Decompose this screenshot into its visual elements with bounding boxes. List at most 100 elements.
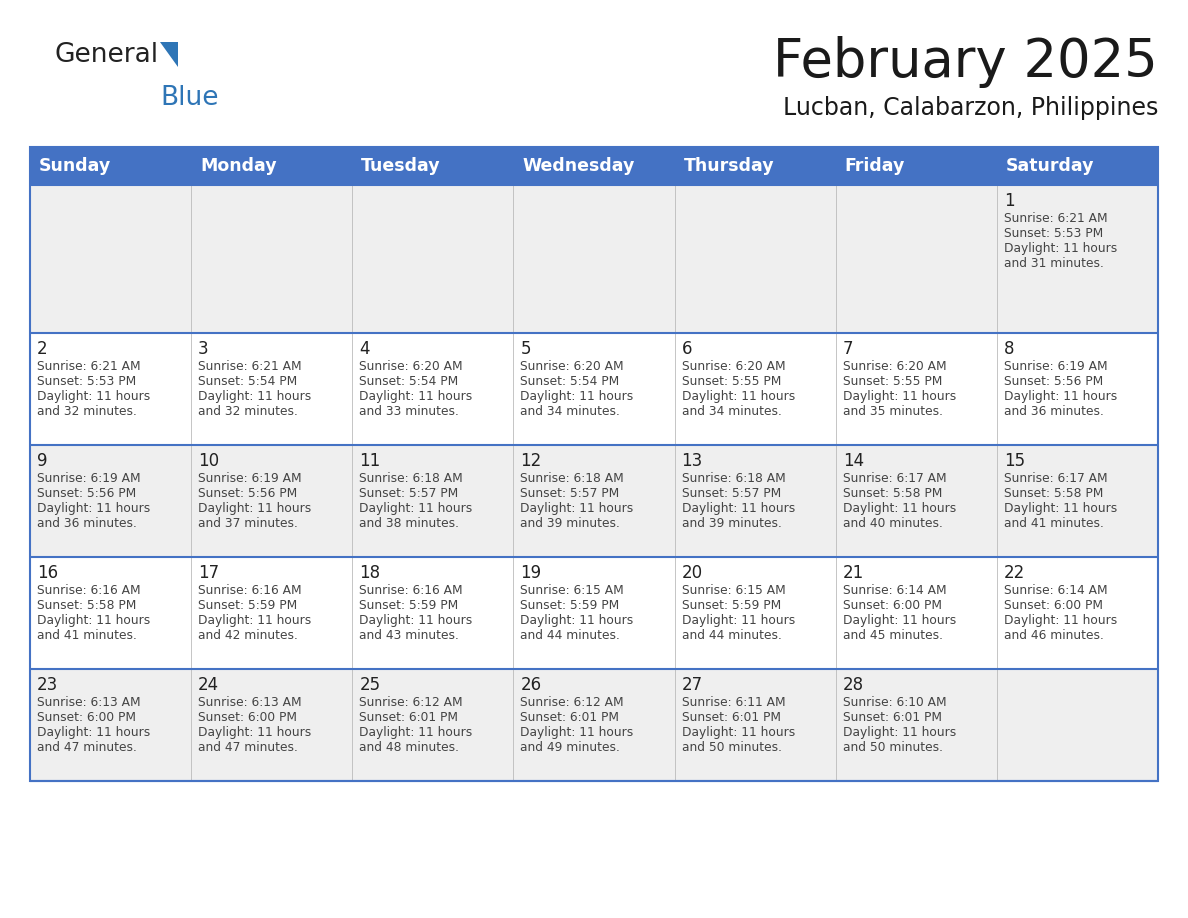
Text: 4: 4 [359, 340, 369, 358]
Text: 9: 9 [37, 452, 48, 470]
Text: Sunrise: 6:12 AM: Sunrise: 6:12 AM [359, 696, 463, 709]
Text: and 44 minutes.: and 44 minutes. [682, 629, 782, 642]
Text: Daylight: 11 hours: Daylight: 11 hours [359, 502, 473, 515]
Text: Daylight: 11 hours: Daylight: 11 hours [682, 726, 795, 739]
Text: Sunset: 6:01 PM: Sunset: 6:01 PM [359, 711, 459, 724]
Text: 28: 28 [842, 676, 864, 694]
Text: Friday: Friday [845, 157, 905, 175]
Text: Daylight: 11 hours: Daylight: 11 hours [520, 502, 633, 515]
Text: Sunrise: 6:19 AM: Sunrise: 6:19 AM [1004, 360, 1107, 373]
Text: Sunset: 5:58 PM: Sunset: 5:58 PM [37, 599, 137, 612]
Text: Sunrise: 6:15 AM: Sunrise: 6:15 AM [682, 584, 785, 597]
Text: 23: 23 [37, 676, 58, 694]
Text: 26: 26 [520, 676, 542, 694]
Text: Sunset: 5:54 PM: Sunset: 5:54 PM [198, 375, 297, 388]
Text: 10: 10 [198, 452, 220, 470]
Text: Sunset: 5:59 PM: Sunset: 5:59 PM [198, 599, 297, 612]
Text: and 39 minutes.: and 39 minutes. [520, 517, 620, 530]
Text: Daylight: 11 hours: Daylight: 11 hours [37, 614, 150, 627]
Text: Sunset: 5:56 PM: Sunset: 5:56 PM [37, 487, 137, 500]
Text: and 31 minutes.: and 31 minutes. [1004, 257, 1104, 270]
Text: Thursday: Thursday [683, 157, 775, 175]
Text: and 45 minutes.: and 45 minutes. [842, 629, 943, 642]
Text: Sunset: 6:00 PM: Sunset: 6:00 PM [842, 599, 942, 612]
Text: Sunset: 6:00 PM: Sunset: 6:00 PM [198, 711, 297, 724]
Text: Sunset: 5:55 PM: Sunset: 5:55 PM [842, 375, 942, 388]
Text: Sunrise: 6:10 AM: Sunrise: 6:10 AM [842, 696, 947, 709]
Text: Sunrise: 6:19 AM: Sunrise: 6:19 AM [37, 472, 140, 485]
Text: Sunset: 6:01 PM: Sunset: 6:01 PM [842, 711, 942, 724]
Text: Sunset: 5:57 PM: Sunset: 5:57 PM [359, 487, 459, 500]
Text: Sunset: 5:57 PM: Sunset: 5:57 PM [682, 487, 781, 500]
Text: and 34 minutes.: and 34 minutes. [520, 405, 620, 418]
Text: Sunrise: 6:11 AM: Sunrise: 6:11 AM [682, 696, 785, 709]
Text: 24: 24 [198, 676, 220, 694]
Text: 1: 1 [1004, 192, 1015, 210]
Text: Sunset: 5:54 PM: Sunset: 5:54 PM [520, 375, 620, 388]
Text: Sunrise: 6:20 AM: Sunrise: 6:20 AM [359, 360, 463, 373]
Text: and 32 minutes.: and 32 minutes. [198, 405, 298, 418]
Text: Sunrise: 6:13 AM: Sunrise: 6:13 AM [37, 696, 140, 709]
Text: 22: 22 [1004, 564, 1025, 582]
Text: 14: 14 [842, 452, 864, 470]
Text: Saturday: Saturday [1006, 157, 1094, 175]
Text: 6: 6 [682, 340, 693, 358]
Text: 25: 25 [359, 676, 380, 694]
Text: Sunset: 5:58 PM: Sunset: 5:58 PM [842, 487, 942, 500]
Text: Daylight: 11 hours: Daylight: 11 hours [1004, 614, 1117, 627]
Text: Daylight: 11 hours: Daylight: 11 hours [198, 614, 311, 627]
Text: Sunset: 6:01 PM: Sunset: 6:01 PM [682, 711, 781, 724]
Text: and 44 minutes.: and 44 minutes. [520, 629, 620, 642]
Bar [30, 147, 1158, 781]
Text: Daylight: 11 hours: Daylight: 11 hours [198, 726, 311, 739]
Text: Sunset: 5:59 PM: Sunset: 5:59 PM [682, 599, 781, 612]
Text: Sunset: 6:00 PM: Sunset: 6:00 PM [37, 711, 135, 724]
Text: Sunrise: 6:17 AM: Sunrise: 6:17 AM [842, 472, 947, 485]
Text: Sunset: 5:54 PM: Sunset: 5:54 PM [359, 375, 459, 388]
Text: and 42 minutes.: and 42 minutes. [198, 629, 298, 642]
Text: Sunrise: 6:13 AM: Sunrise: 6:13 AM [198, 696, 302, 709]
Text: Daylight: 11 hours: Daylight: 11 hours [682, 390, 795, 403]
Text: and 34 minutes.: and 34 minutes. [682, 405, 782, 418]
Text: Daylight: 11 hours: Daylight: 11 hours [842, 614, 956, 627]
Text: Daylight: 11 hours: Daylight: 11 hours [359, 726, 473, 739]
Text: Sunday: Sunday [39, 157, 112, 175]
Text: Daylight: 11 hours: Daylight: 11 hours [520, 614, 633, 627]
Text: Daylight: 11 hours: Daylight: 11 hours [37, 390, 150, 403]
Text: Sunset: 5:56 PM: Sunset: 5:56 PM [1004, 375, 1104, 388]
Text: and 47 minutes.: and 47 minutes. [37, 741, 137, 754]
Text: Tuesday: Tuesday [361, 157, 441, 175]
Text: Daylight: 11 hours: Daylight: 11 hours [842, 502, 956, 515]
Text: 27: 27 [682, 676, 702, 694]
Text: Sunset: 5:56 PM: Sunset: 5:56 PM [198, 487, 297, 500]
Text: 3: 3 [198, 340, 209, 358]
Text: and 40 minutes.: and 40 minutes. [842, 517, 942, 530]
Bar [30, 147, 1158, 185]
Text: and 33 minutes.: and 33 minutes. [359, 405, 459, 418]
Text: and 35 minutes.: and 35 minutes. [842, 405, 943, 418]
Text: Sunrise: 6:21 AM: Sunrise: 6:21 AM [37, 360, 140, 373]
Text: Sunrise: 6:14 AM: Sunrise: 6:14 AM [842, 584, 947, 597]
Text: Daylight: 11 hours: Daylight: 11 hours [37, 502, 150, 515]
Text: Sunrise: 6:18 AM: Sunrise: 6:18 AM [520, 472, 624, 485]
Text: Sunrise: 6:17 AM: Sunrise: 6:17 AM [1004, 472, 1107, 485]
Text: Monday: Monday [200, 157, 277, 175]
Text: Blue: Blue [160, 85, 219, 111]
Text: 11: 11 [359, 452, 380, 470]
Text: General: General [55, 42, 159, 68]
Text: Daylight: 11 hours: Daylight: 11 hours [1004, 242, 1117, 255]
Text: Sunrise: 6:20 AM: Sunrise: 6:20 AM [520, 360, 624, 373]
Text: and 32 minutes.: and 32 minutes. [37, 405, 137, 418]
Text: and 36 minutes.: and 36 minutes. [37, 517, 137, 530]
Text: 5: 5 [520, 340, 531, 358]
Text: Sunrise: 6:16 AM: Sunrise: 6:16 AM [37, 584, 140, 597]
Text: Sunrise: 6:19 AM: Sunrise: 6:19 AM [198, 472, 302, 485]
Text: Sunset: 5:58 PM: Sunset: 5:58 PM [1004, 487, 1104, 500]
Text: Daylight: 11 hours: Daylight: 11 hours [682, 614, 795, 627]
Text: and 38 minutes.: and 38 minutes. [359, 517, 460, 530]
Text: and 46 minutes.: and 46 minutes. [1004, 629, 1104, 642]
Text: Daylight: 11 hours: Daylight: 11 hours [1004, 390, 1117, 403]
Text: February 2025: February 2025 [773, 36, 1158, 88]
Text: Daylight: 11 hours: Daylight: 11 hours [198, 502, 311, 515]
Text: 12: 12 [520, 452, 542, 470]
